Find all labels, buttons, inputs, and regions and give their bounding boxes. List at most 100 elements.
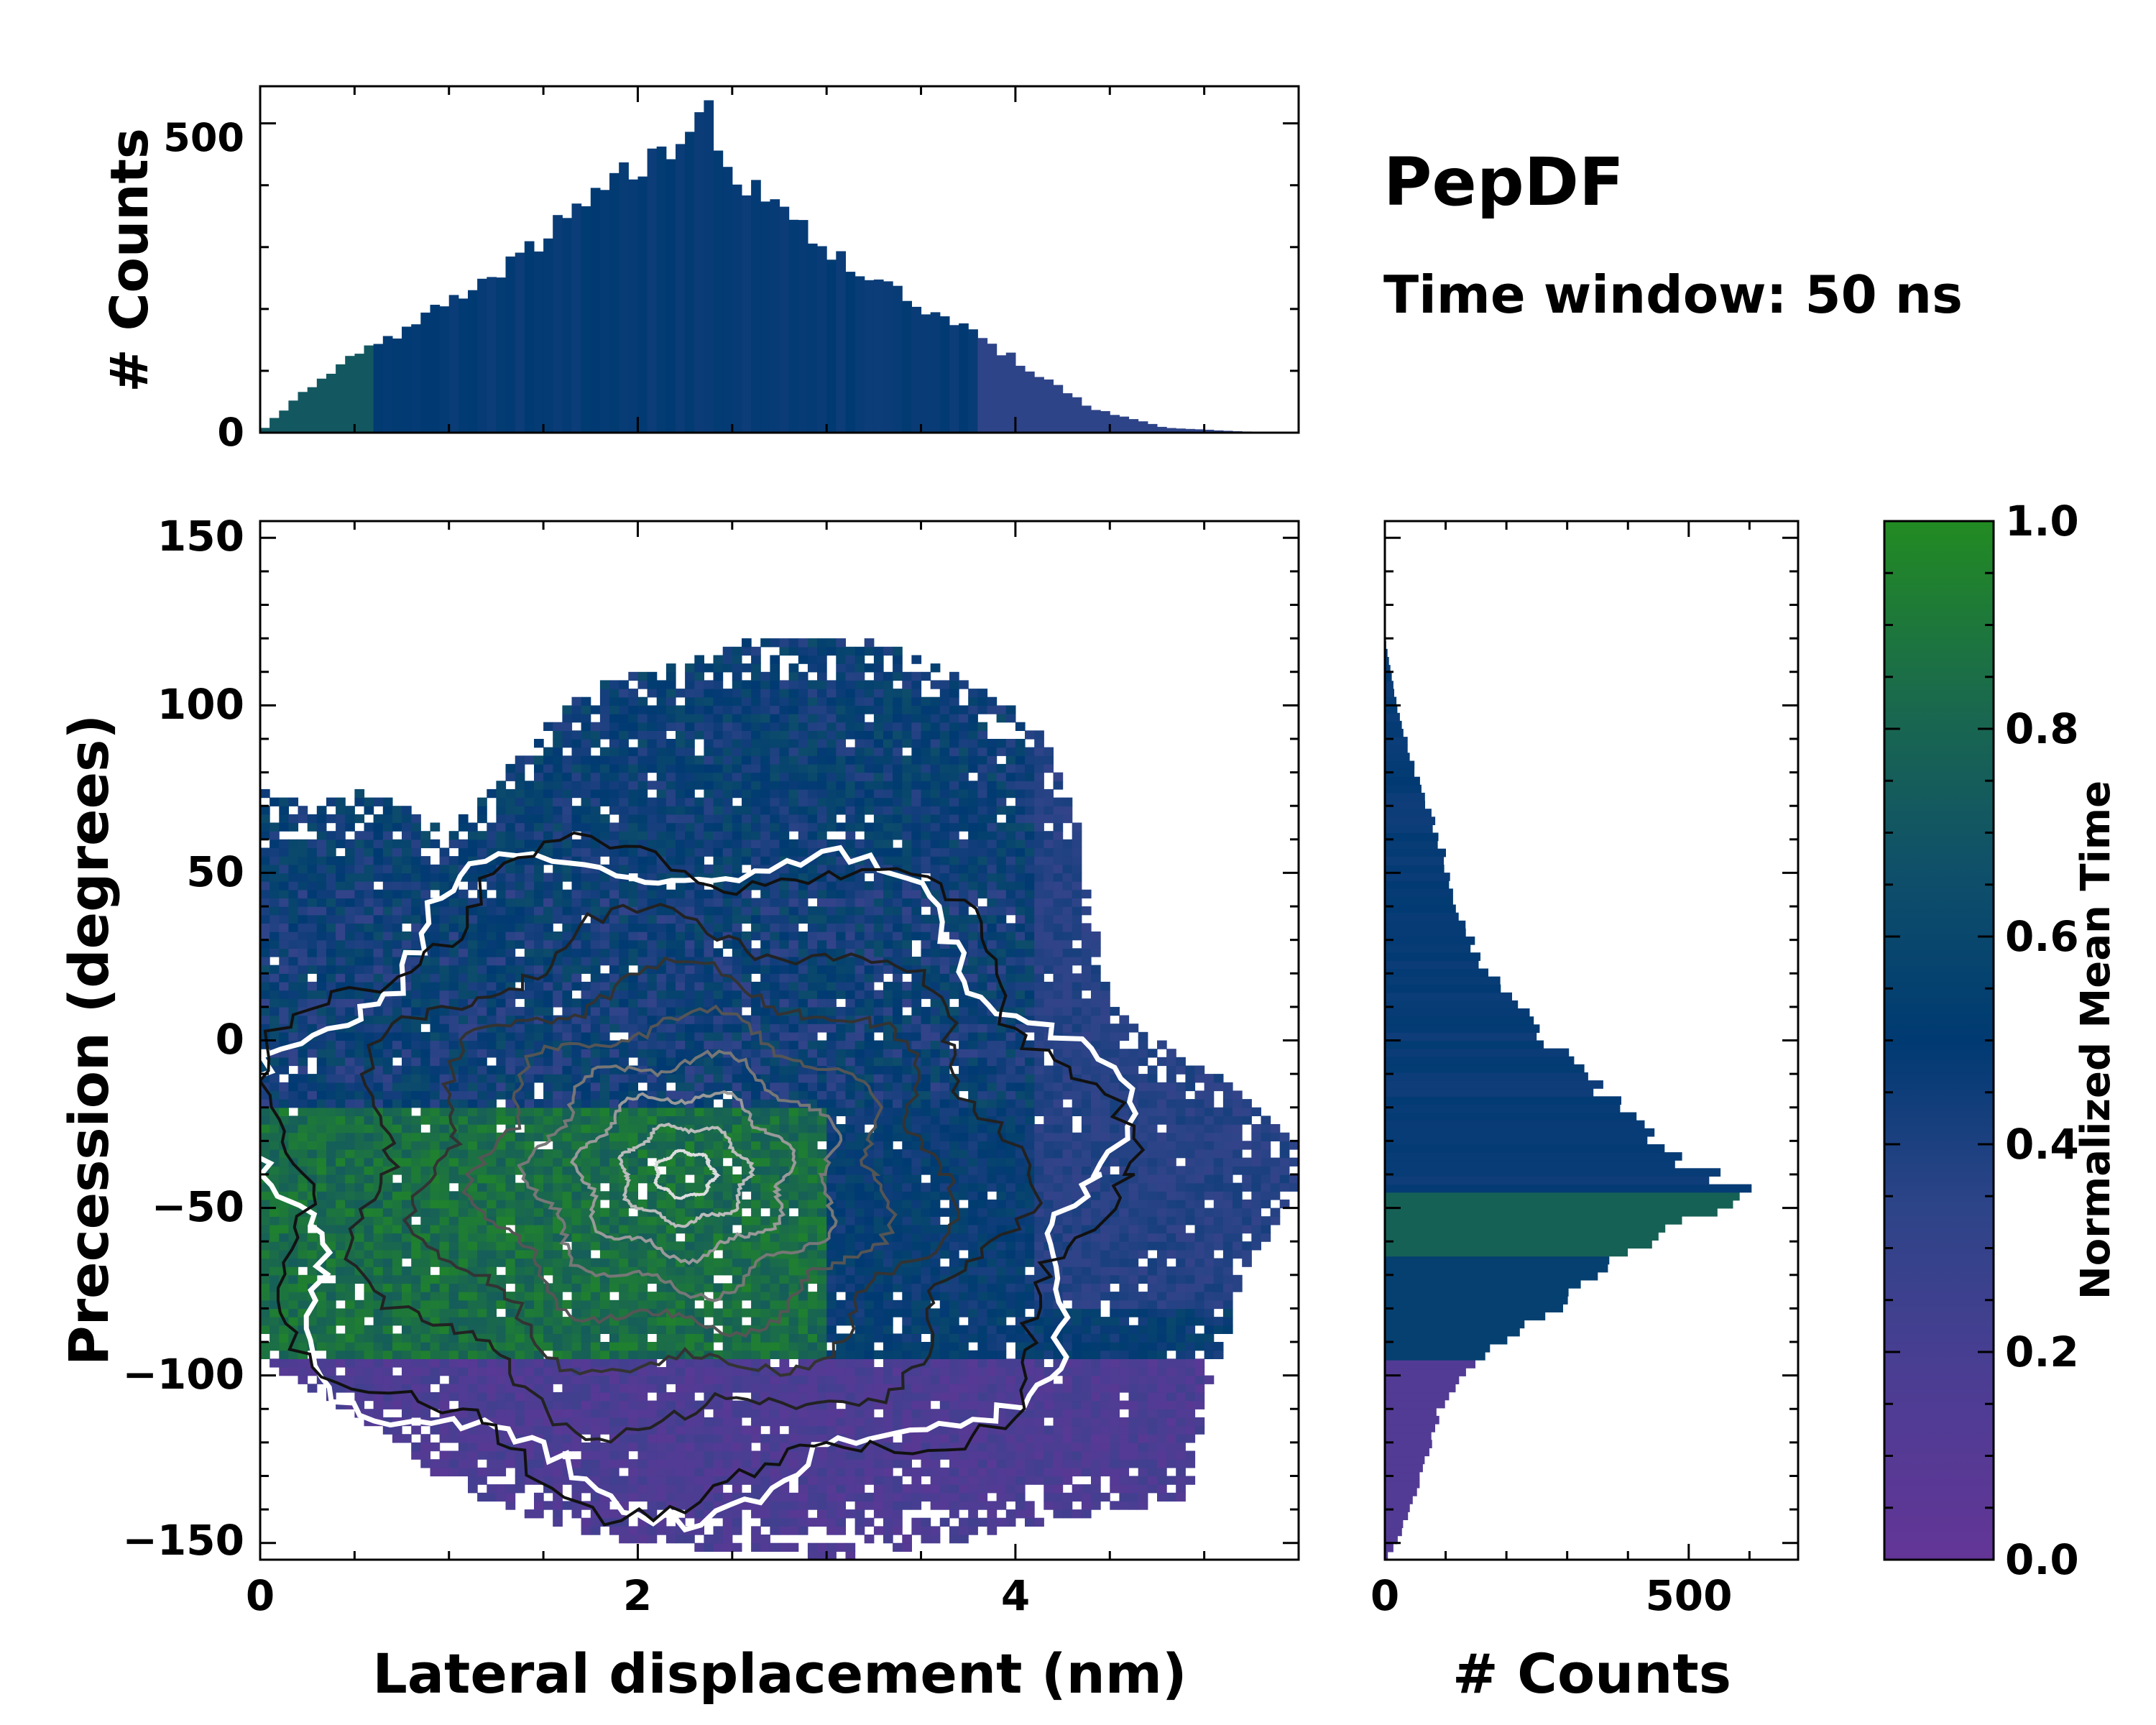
density-cell [439,1300,450,1310]
density-cell [505,1132,516,1141]
density-cell [590,1258,601,1267]
density-cell [524,1450,535,1460]
density-cell [439,1292,450,1301]
density-cell [411,932,421,941]
density-cell [458,1434,469,1443]
density-cell [599,1141,610,1150]
density-cell [487,1208,497,1217]
density-cell [270,1040,280,1049]
density-cell [676,822,686,832]
density-cell [420,1325,430,1334]
density-cell [439,990,450,999]
density-cell [694,856,704,865]
density-cell [524,814,535,824]
density-cell [373,1090,384,1100]
density-cell [420,1090,430,1100]
density-cell [562,914,573,924]
density-cell [411,1182,421,1192]
density-cell [665,965,676,974]
density-cell [345,1166,355,1175]
density-cell [553,1425,563,1435]
density-cell [713,663,724,673]
density-cell [553,1459,563,1468]
density-cell [270,939,280,949]
density-cell [647,1342,658,1351]
density-cell [742,847,752,857]
top-histogram-bar [1166,428,1176,433]
density-cell [382,948,393,957]
density-cell [628,1132,638,1141]
density-cell [713,990,724,999]
density-cell [609,714,619,723]
density-cell [430,1199,441,1209]
density-cell [496,889,507,898]
density-cell [402,881,412,891]
density-cell [694,864,704,874]
density-cell [515,1400,525,1409]
density-cell [279,881,289,891]
density-cell [392,914,402,924]
density-cell [779,1325,790,1334]
density-cell [609,1174,619,1184]
density-cell [722,1409,733,1418]
density-cell [487,1132,497,1141]
density-cell [770,755,780,765]
density-cell [260,831,270,840]
density-cell [751,1317,761,1326]
density-cell [685,1208,695,1217]
density-cell [656,1258,667,1267]
density-cell [402,1082,412,1092]
density-cell [543,788,553,799]
density-cell [345,1006,355,1016]
density-cell [288,1174,299,1184]
density-cell [704,1040,714,1049]
density-cell [742,822,752,832]
density-cell [732,1333,742,1343]
density-cell [345,965,355,974]
density-cell [543,1266,553,1276]
density-cell [599,755,610,765]
density-cell [647,1224,658,1234]
density-cell [742,797,752,806]
density-cell [392,1124,402,1133]
density-cell [458,1074,469,1083]
density-cell [628,1116,638,1125]
density-cell [665,814,676,824]
density-cell [458,1099,469,1108]
density-cell [515,781,525,790]
density-cell [402,1325,412,1334]
density-cell [713,1333,724,1343]
density-cell [524,1208,535,1217]
density-cell [543,898,553,907]
density-cell [704,788,714,799]
density-cell [392,1292,402,1301]
density-cell [742,1434,752,1443]
density-cell [382,797,393,806]
density-cell [562,763,573,773]
density-cell [326,1367,336,1376]
density-cell [571,864,582,874]
density-cell [307,1157,318,1167]
density-cell [779,730,790,740]
density-cell [760,797,770,806]
density-cell [751,1342,761,1351]
density-cell [665,1031,676,1041]
density-cell [468,831,478,840]
figure-title: PepDF [1383,144,1624,221]
density-cell [477,1241,487,1251]
density-cell [637,1392,648,1402]
top-histogram-bar [722,167,733,433]
density-cell [326,1191,336,1200]
density-cell [336,1049,346,1058]
density-cell [722,1116,733,1125]
density-cell [345,1350,355,1359]
density-cell [685,1141,695,1150]
density-cell [685,755,695,765]
density-cell [751,1090,761,1100]
density-cell [628,1074,638,1083]
density-cell [685,1459,695,1468]
density-cell [392,1375,402,1384]
density-cell [298,1074,308,1083]
density-cell [288,1274,299,1284]
density-cell [676,1501,686,1510]
